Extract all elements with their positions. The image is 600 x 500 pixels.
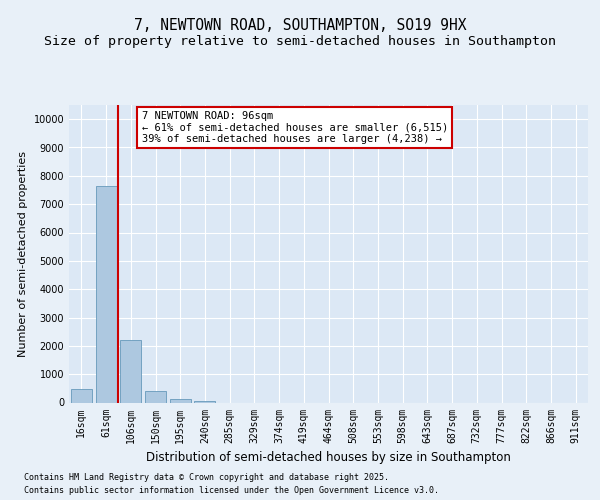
X-axis label: Distribution of semi-detached houses by size in Southampton: Distribution of semi-detached houses by … bbox=[146, 451, 511, 464]
Y-axis label: Number of semi-detached properties: Number of semi-detached properties bbox=[18, 151, 28, 357]
Text: Contains HM Land Registry data © Crown copyright and database right 2025.: Contains HM Land Registry data © Crown c… bbox=[24, 474, 389, 482]
Bar bbox=[71, 388, 92, 402]
Text: Contains public sector information licensed under the Open Government Licence v3: Contains public sector information licen… bbox=[24, 486, 439, 495]
Text: Size of property relative to semi-detached houses in Southampton: Size of property relative to semi-detach… bbox=[44, 34, 556, 48]
Bar bbox=[95, 186, 116, 402]
Bar bbox=[145, 392, 166, 402]
Text: 7, NEWTOWN ROAD, SOUTHAMPTON, SO19 9HX: 7, NEWTOWN ROAD, SOUTHAMPTON, SO19 9HX bbox=[134, 18, 466, 32]
Bar bbox=[120, 340, 141, 402]
Bar bbox=[170, 399, 191, 402]
Bar bbox=[194, 401, 215, 402]
Text: 7 NEWTOWN ROAD: 96sqm
← 61% of semi-detached houses are smaller (6,515)
39% of s: 7 NEWTOWN ROAD: 96sqm ← 61% of semi-deta… bbox=[142, 111, 448, 144]
